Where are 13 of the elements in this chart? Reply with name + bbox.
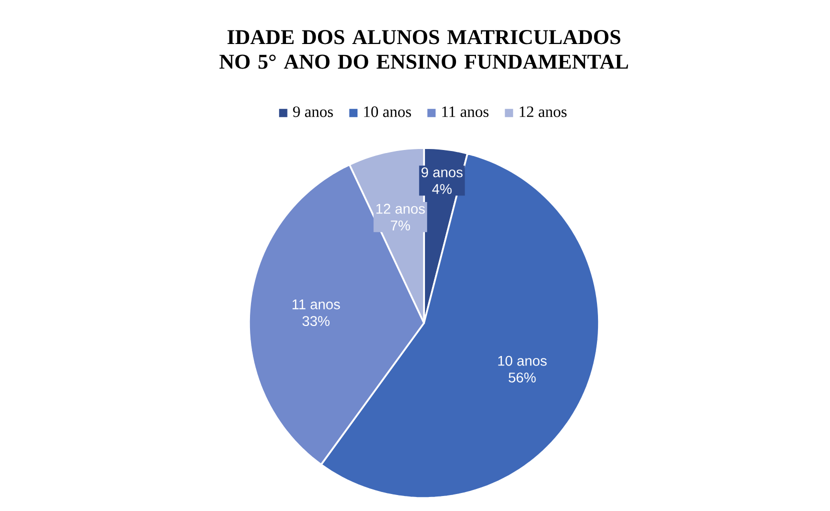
- legend-label: 9 anos: [293, 106, 333, 118]
- slice-label: 9 anos: [422, 167, 463, 178]
- data-label: 33%: [302, 316, 330, 326]
- legend-label: 11 anos: [442, 106, 488, 118]
- legend-label: 10 anos: [364, 106, 411, 118]
- slice-label: 11 anos: [292, 300, 340, 310]
- chart-title: IDADE DOS ALUNOS MATRICULADOS NO 5° ANO DO ENSINO FUNDAMENTAL: [219, 30, 628, 69]
- data-label: 4%: [432, 184, 452, 194]
- legend-label: 12 anos: [520, 106, 567, 118]
- data-label: 56%: [508, 372, 536, 383]
- data-label: 7%: [390, 220, 410, 230]
- slice-label: 10 anos: [498, 356, 547, 366]
- slice-label: 12 anos: [376, 204, 425, 214]
